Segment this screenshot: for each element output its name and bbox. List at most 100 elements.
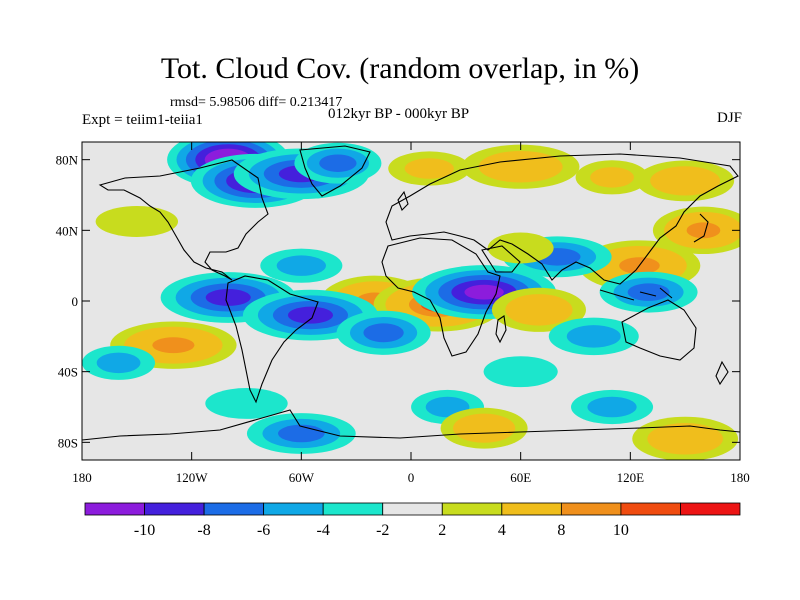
coastline-eurasia (385, 153, 739, 285)
anomaly-contour (287, 306, 334, 324)
coastline-africa (381, 237, 501, 357)
colorbar-label: -4 (317, 522, 330, 539)
lon-tick-label: 0 (408, 470, 415, 485)
colorbar-swatch (501, 502, 562, 516)
anomaly-contour (487, 232, 554, 264)
colorbar-swatch (620, 502, 681, 516)
coastline-north-america (98, 159, 269, 281)
colorbar-label: 8 (557, 522, 565, 539)
anomaly-contour (276, 255, 326, 276)
experiment-line: Expt = teiim1-teiia1 (82, 112, 203, 128)
anomaly-contour (363, 323, 404, 343)
coastline-new-zealand (715, 360, 729, 386)
anomaly-cell (599, 271, 698, 313)
anomaly-cell (636, 160, 735, 202)
anomaly-cell (652, 206, 740, 255)
colorbar-swatch (144, 502, 205, 516)
colorbar-swatch (203, 502, 265, 516)
coastlines (82, 145, 740, 441)
anomaly-cell (440, 407, 528, 449)
anomaly-contour (319, 154, 357, 172)
anomaly-cell (632, 416, 739, 460)
coastline-british-isles (397, 190, 409, 211)
lon-tick-label: 60W (289, 470, 315, 485)
latitude-axis: 80N 40N 0 40S 80S (56, 153, 740, 450)
anomaly-contour (662, 429, 708, 449)
lon-tick-label: 120W (176, 470, 209, 485)
anomaly-cell (575, 160, 649, 195)
statistics-line: rmsd= 5.98506 diff= 0.213417 (170, 95, 343, 110)
anomaly-cell (461, 144, 580, 189)
longitude-axis: 180 120W 60W 0 60E 120E 180 (72, 142, 750, 485)
colorbar-swatch (560, 502, 622, 516)
colorbar-label: -6 (257, 522, 270, 539)
colorbar-swatch (382, 502, 443, 516)
anomaly-cell (491, 287, 586, 332)
anomaly-contour (152, 337, 195, 354)
anomaly-cell (294, 142, 382, 184)
anomaly-cell (548, 317, 639, 356)
anomaly-contour (96, 352, 141, 374)
anomaly-contour (587, 396, 637, 418)
cloud-cover-field (82, 142, 740, 460)
colorbar-swatch (263, 502, 324, 516)
coastline-australia (621, 299, 697, 361)
anomaly-contour (495, 157, 546, 177)
coastline-madagascar (495, 315, 507, 344)
anomaly-cell (82, 345, 156, 380)
anomaly-contour (464, 284, 504, 300)
lat-tick-label: 40S (58, 365, 78, 380)
anomaly-cell (260, 248, 343, 283)
anomaly-contour (566, 325, 621, 348)
lat-tick-label: 80S (58, 435, 78, 450)
lon-tick-label: 120E (617, 470, 645, 485)
anomaly-cell (246, 413, 356, 454)
anomaly-cell (571, 389, 654, 425)
anomaly-cell (95, 206, 179, 237)
anomaly-cell (483, 356, 558, 388)
anomaly-contour (205, 289, 251, 306)
anomaly-contour (278, 424, 325, 443)
anomaly-contour (465, 419, 503, 437)
coastline-antarctica (82, 409, 740, 441)
coastline-indonesia (599, 287, 673, 301)
anomaly-cell (388, 151, 471, 186)
anomaly-contour (483, 356, 558, 388)
colorbar-label: -2 (376, 522, 389, 539)
period-line: 012kyr BP - 000kyr BP (328, 106, 470, 122)
anomaly-contour (404, 158, 454, 179)
map-title: Tot. Cloud Cov. (random overlap, in %) (160, 52, 640, 85)
colorbar-swatch (441, 502, 503, 516)
colorbar-label: -10 (134, 522, 155, 539)
colorbar: -10 -8 -6 -4 -2 2 4 8 10 (84, 502, 741, 539)
anomaly-contour (664, 172, 707, 190)
colorbar-swatch (322, 502, 384, 516)
anomaly-contour (627, 283, 670, 301)
anomaly-contour (590, 167, 634, 188)
season-label: DJF (716, 110, 742, 126)
anomaly-cell (205, 388, 288, 419)
lon-tick-label: 180 (730, 470, 750, 485)
anomaly-contour (205, 388, 288, 419)
colorbar-label: 2 (438, 522, 446, 539)
anomaly-cell (336, 310, 431, 355)
anomaly-contour (686, 222, 721, 239)
anomaly-contour (95, 206, 179, 237)
colorbar-label: 10 (613, 522, 629, 539)
coastline-japan (693, 213, 709, 243)
coastline-arabia (481, 245, 521, 273)
anomaly-cell (487, 232, 554, 264)
lon-tick-label: 60E (510, 470, 531, 485)
colorbar-swatch (680, 502, 741, 516)
colorbar-label: -8 (197, 522, 210, 539)
coastline-greenland (299, 145, 371, 197)
lon-tick-label: 180 (72, 470, 92, 485)
anomaly-contour (518, 300, 560, 320)
lat-tick-label: 80N (56, 153, 79, 168)
colorbar-swatch (84, 502, 145, 516)
lat-tick-label: 0 (72, 294, 79, 309)
colorbar-label: 4 (498, 522, 506, 539)
lat-tick-label: 40N (56, 223, 79, 238)
coastline-south-america (225, 275, 319, 404)
